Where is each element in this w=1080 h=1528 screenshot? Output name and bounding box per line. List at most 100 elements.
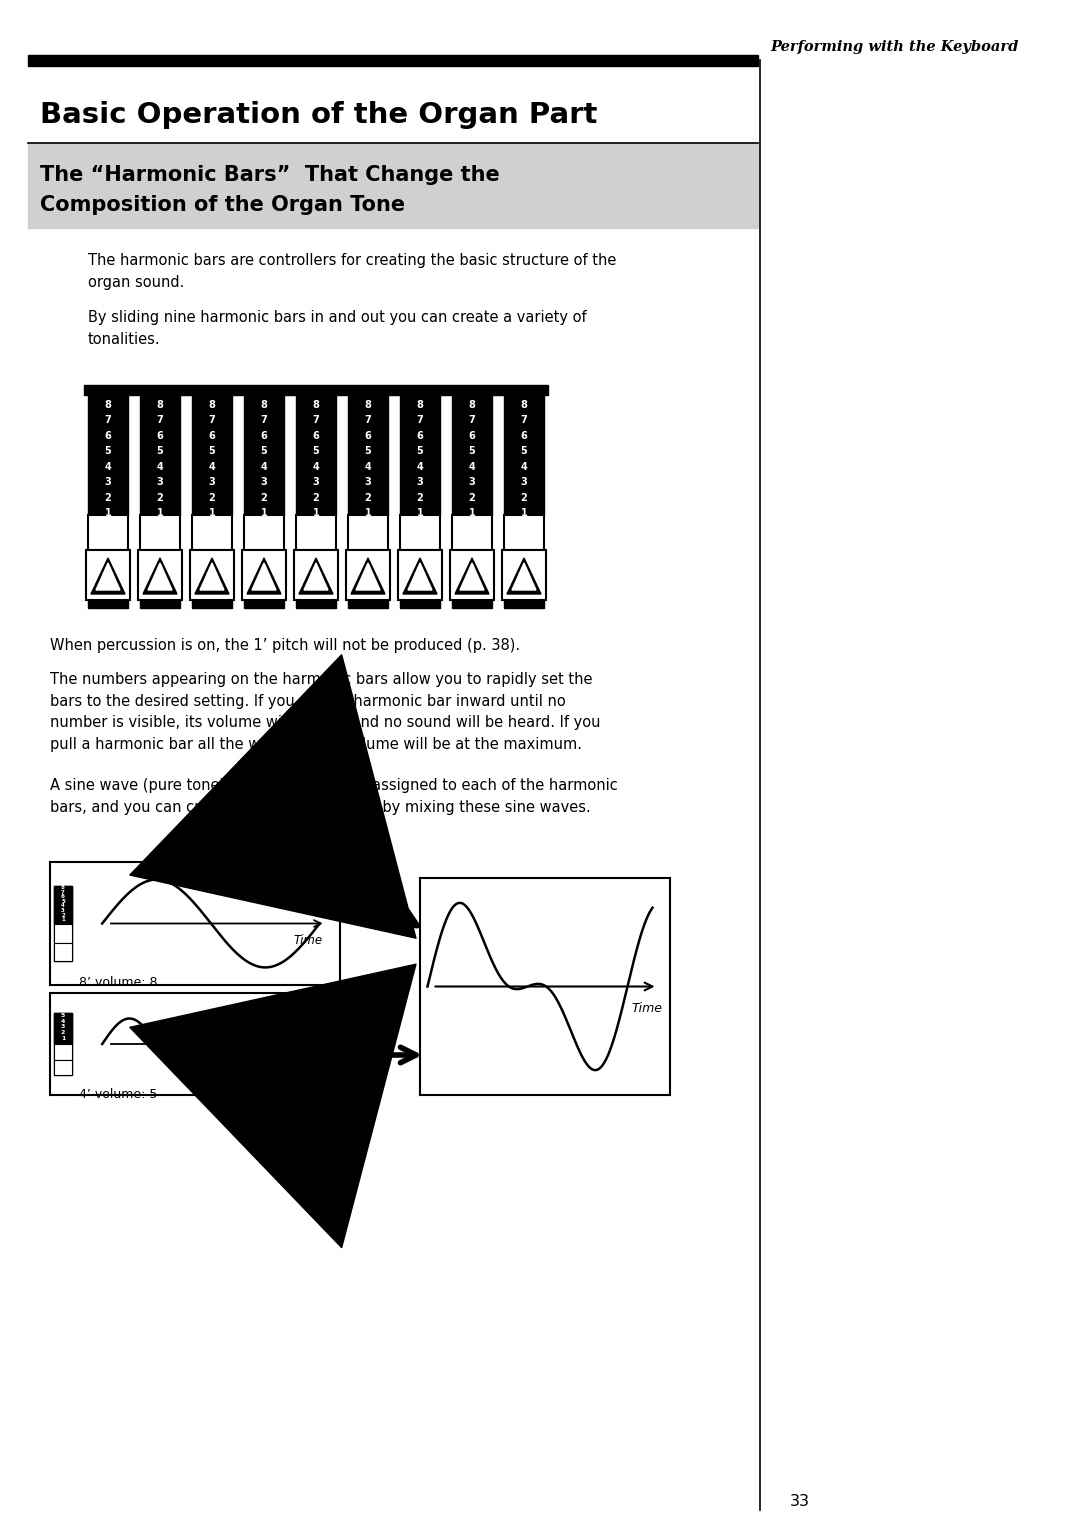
Text: 4: 4	[469, 461, 475, 472]
Polygon shape	[351, 558, 384, 594]
Bar	[87, 396, 129, 515]
Polygon shape	[143, 558, 177, 594]
Text: Performing: Performing	[1058, 804, 1071, 877]
Text: 4: 4	[365, 461, 372, 472]
Polygon shape	[356, 562, 380, 590]
Text: 7: 7	[260, 416, 268, 425]
Text: 3: 3	[469, 477, 475, 487]
Text: Time: Time	[294, 1053, 323, 1067]
Bar	[294, 550, 338, 601]
Bar	[450, 550, 494, 601]
Text: 7: 7	[469, 416, 475, 425]
Text: 7: 7	[312, 416, 320, 425]
Text: By sliding nine harmonic bars in and out you can create a variety of
tonalities.: By sliding nine harmonic bars in and out…	[87, 310, 586, 347]
Polygon shape	[408, 562, 432, 590]
Text: 6: 6	[469, 431, 475, 442]
Text: 2: 2	[60, 1030, 65, 1034]
Bar	[244, 396, 284, 515]
Text: 5: 5	[157, 446, 163, 457]
Text: A sine wave (pure tone) of differing pitch is assigned to each of the harmonic
b: A sine wave (pure tone) of differing pit…	[50, 778, 618, 814]
Text: 1: 1	[469, 507, 475, 518]
Text: 4: 4	[417, 461, 423, 472]
Text: 6: 6	[260, 431, 268, 442]
Bar	[28, 144, 758, 228]
Bar	[54, 1013, 71, 1044]
Text: 2: 2	[521, 492, 527, 503]
Text: 2: 2	[62, 912, 65, 918]
Bar	[242, 550, 286, 601]
Text: 7: 7	[365, 416, 372, 425]
Text: 4: 4	[312, 461, 320, 472]
Text: 5: 5	[469, 446, 475, 457]
Text: When percussion is on, the 1’ pitch will not be produced (p. 38).: When percussion is on, the 1’ pitch will…	[50, 639, 521, 652]
Bar	[399, 550, 442, 601]
Bar	[244, 601, 284, 608]
Text: 6: 6	[365, 431, 372, 442]
Bar	[87, 515, 129, 550]
Text: 4: 4	[60, 1019, 65, 1024]
Text: 4: 4	[105, 461, 111, 472]
Polygon shape	[195, 558, 229, 594]
Text: 8: 8	[260, 400, 268, 410]
Text: 6: 6	[105, 431, 111, 442]
Text: Performing with the Keyboard: Performing with the Keyboard	[770, 40, 1018, 53]
Bar	[192, 515, 232, 550]
Text: 5: 5	[60, 1013, 65, 1018]
Bar	[54, 1044, 71, 1060]
Text: 8: 8	[312, 400, 320, 410]
Text: 1: 1	[417, 507, 423, 518]
Bar	[296, 396, 336, 515]
Bar	[192, 396, 232, 515]
Bar	[140, 515, 180, 550]
Text: 2: 2	[105, 492, 111, 503]
Bar	[400, 396, 440, 515]
Text: 3: 3	[157, 477, 163, 487]
Text: Composition of the Organ Tone: Composition of the Organ Tone	[40, 196, 405, 215]
Text: 1: 1	[157, 507, 163, 518]
Text: 8: 8	[62, 885, 65, 889]
Text: 8: 8	[365, 400, 372, 410]
Bar	[84, 385, 548, 396]
Bar	[348, 396, 388, 515]
Text: The numbers appearing on the harmonic bars allow you to rapidly set the
bars to : The numbers appearing on the harmonic ba…	[50, 672, 600, 752]
Text: 8: 8	[417, 400, 423, 410]
Text: 7: 7	[417, 416, 423, 425]
Text: 6: 6	[312, 431, 320, 442]
Text: 4: 4	[157, 461, 163, 472]
Text: 2: 2	[365, 492, 372, 503]
Text: 7: 7	[105, 416, 111, 425]
Text: 7: 7	[521, 416, 527, 425]
Bar	[400, 515, 440, 550]
Polygon shape	[403, 558, 437, 594]
Text: 4: 4	[208, 461, 215, 472]
Bar	[138, 550, 183, 601]
Polygon shape	[91, 558, 125, 594]
Bar	[504, 515, 544, 550]
Text: 8: 8	[105, 400, 111, 410]
Text: 1: 1	[208, 507, 215, 518]
Text: The “Harmonic Bars”  That Change the: The “Harmonic Bars” That Change the	[40, 165, 500, 185]
Text: 2: 2	[312, 492, 320, 503]
Bar	[54, 1013, 71, 1076]
Bar	[54, 886, 71, 961]
Bar	[296, 515, 336, 550]
Text: 8: 8	[521, 400, 527, 410]
Bar	[54, 943, 71, 961]
Text: Time: Time	[294, 935, 323, 947]
Bar	[348, 515, 388, 550]
Bar	[140, 396, 180, 515]
Bar	[54, 1060, 71, 1076]
Text: 4’ volume: 5: 4’ volume: 5	[79, 1088, 158, 1100]
Text: 3: 3	[521, 477, 527, 487]
Text: 3: 3	[62, 908, 65, 914]
Bar	[28, 55, 758, 66]
Text: 1: 1	[60, 1036, 65, 1041]
Text: 5: 5	[105, 446, 111, 457]
Text: 5: 5	[208, 446, 215, 457]
Text: 2: 2	[417, 492, 423, 503]
Text: 5: 5	[417, 446, 423, 457]
Text: 5: 5	[62, 898, 65, 905]
Bar	[453, 396, 492, 515]
Bar	[190, 550, 234, 601]
Bar	[346, 550, 390, 601]
